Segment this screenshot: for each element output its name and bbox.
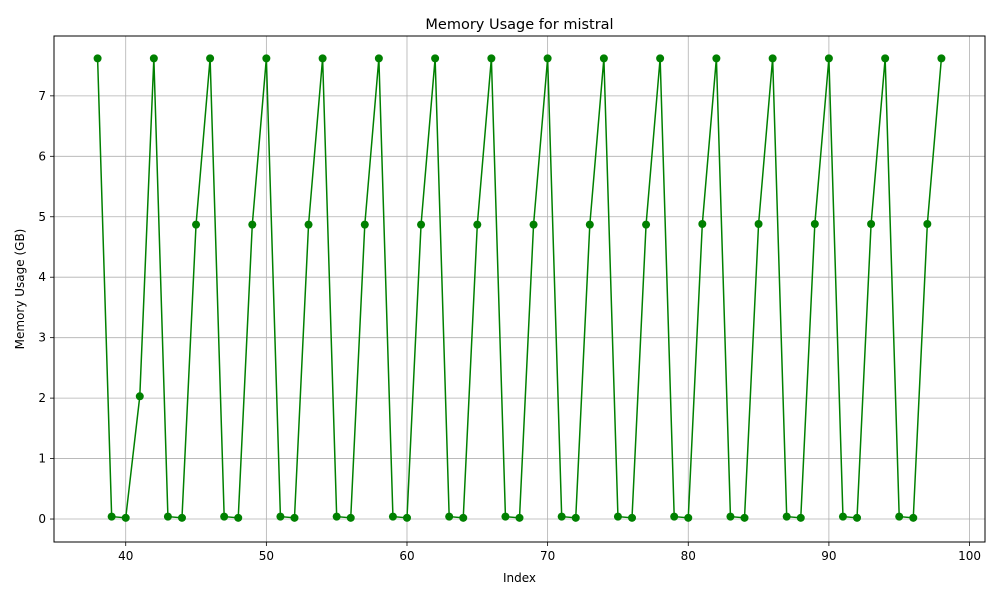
data-point — [585, 220, 594, 229]
data-point — [529, 220, 538, 229]
data-point — [515, 513, 524, 522]
data-point — [220, 512, 229, 521]
data-point — [487, 54, 496, 63]
data-point — [571, 513, 580, 522]
data-point — [557, 512, 566, 521]
chart-title: Memory Usage for mistral — [425, 17, 613, 33]
data-point — [923, 220, 932, 229]
x-axis: 40 50 60 70 80 90 100 — [118, 542, 981, 563]
data-point — [107, 512, 116, 521]
y-axis-title: Memory Usage (GB) — [13, 229, 27, 350]
data-point — [402, 513, 411, 522]
data-point — [782, 512, 791, 521]
data-point — [684, 513, 693, 522]
data-point — [628, 513, 637, 522]
x-axis-title: Index — [503, 571, 536, 585]
y-tick-label: 1 — [38, 452, 46, 466]
series-green — [93, 54, 946, 522]
x-tick-label: 90 — [821, 549, 836, 563]
data-point — [642, 220, 651, 229]
data-point — [163, 512, 172, 521]
data-point — [599, 54, 608, 63]
data-point — [670, 512, 679, 521]
y-tick-label: 3 — [38, 331, 46, 345]
data-point — [290, 513, 299, 522]
data-point — [543, 54, 552, 63]
y-tick-label: 0 — [38, 512, 46, 526]
y-tick-label: 6 — [38, 149, 46, 163]
data-point — [262, 54, 271, 63]
y-axis: 0 1 2 3 4 5 6 7 — [38, 89, 54, 526]
data-point — [388, 512, 397, 521]
data-point — [332, 512, 341, 521]
plot-area-frame — [53, 35, 986, 543]
series-line — [96, 58, 943, 519]
x-tick-label: 80 — [681, 549, 696, 563]
data-point — [431, 54, 440, 63]
data-point — [192, 220, 201, 229]
data-point — [374, 54, 383, 63]
data-point — [346, 513, 355, 522]
data-point — [740, 513, 749, 522]
data-point — [909, 513, 918, 522]
data-point — [121, 513, 130, 522]
data-point — [417, 220, 426, 229]
data-point — [248, 220, 257, 229]
grid — [54, 36, 985, 542]
data-point — [473, 220, 482, 229]
data-point — [853, 513, 862, 522]
data-point — [824, 54, 833, 63]
data-point — [796, 513, 805, 522]
data-point — [698, 220, 707, 229]
data-point — [93, 54, 102, 63]
y-tick-label: 7 — [38, 89, 46, 103]
data-point — [177, 513, 186, 522]
data-point — [149, 54, 158, 63]
data-point — [304, 220, 313, 229]
x-tick-label: 70 — [540, 549, 555, 563]
data-point — [810, 220, 819, 229]
data-point — [726, 512, 735, 521]
data-point — [867, 220, 876, 229]
data-point — [838, 512, 847, 521]
x-tick-label: 40 — [118, 549, 133, 563]
data-point — [276, 512, 285, 521]
data-point — [445, 512, 454, 521]
data-point — [206, 54, 215, 63]
data-point — [360, 220, 369, 229]
y-tick-label: 2 — [38, 391, 46, 405]
y-tick-label: 4 — [38, 270, 46, 284]
data-point — [937, 54, 946, 63]
data-point — [895, 512, 904, 521]
y-tick-label: 5 — [38, 210, 46, 224]
data-point — [712, 54, 721, 63]
data-point — [501, 512, 510, 521]
data-point — [459, 513, 468, 522]
data-point — [234, 513, 243, 522]
x-tick-label: 60 — [399, 549, 414, 563]
x-tick-label: 100 — [958, 549, 981, 563]
data-point — [754, 220, 763, 229]
data-point — [881, 54, 890, 63]
data-point — [135, 392, 144, 401]
data-point — [318, 54, 327, 63]
x-tick-label: 50 — [259, 549, 274, 563]
data-point — [613, 512, 622, 521]
data-point — [656, 54, 665, 63]
data-point — [768, 54, 777, 63]
